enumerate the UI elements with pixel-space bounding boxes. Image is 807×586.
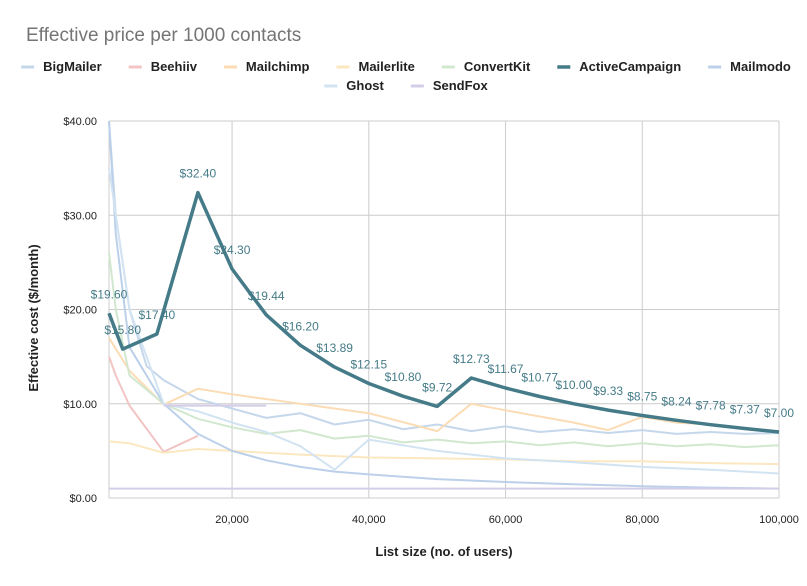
y-tick-label: $0.00 (69, 493, 97, 505)
data-label: $8.75 (627, 390, 657, 404)
y-tick-label: $20.00 (63, 305, 97, 317)
legend: BigMailer Beehiiv Mailchimp Mailerlite Conve… (21, 59, 791, 93)
chart-title: Effective price per 1000 contacts (26, 25, 301, 46)
data-label: $17.40 (139, 308, 176, 322)
data-label: $9.72 (422, 380, 452, 394)
data-label: $32.40 (180, 167, 217, 181)
x-axis-ticks: 20,000 40,000 60,000 80,000 100,000 (215, 514, 799, 526)
data-label: $15.80 (104, 323, 141, 337)
data-label: $8.24 (661, 394, 691, 408)
series-line-bigmailer (108, 120, 780, 435)
data-label: $11.67 (488, 362, 524, 376)
data-label: $12.15 (350, 357, 387, 371)
series-line-mailmodo (108, 120, 780, 490)
data-label: $10.80 (385, 370, 422, 384)
x-tick-label: 40,000 (352, 514, 386, 526)
x-tick-label: 20,000 (215, 514, 249, 526)
x-tick-label: 100,000 (759, 514, 799, 526)
legend-label: SendFox (433, 78, 489, 93)
x-axis-title: List size (no. of users) (375, 544, 512, 559)
series-lines (107, 120, 780, 490)
data-label: $12.73 (453, 352, 490, 366)
data-label: $7.78 (696, 399, 726, 413)
legend-label: Mailerlite (358, 59, 414, 74)
data-label: $19.60 (91, 287, 128, 301)
legend-label: Mailchimp (246, 59, 310, 74)
legend-label: ConvertKit (464, 59, 531, 74)
data-label: $7.00 (764, 406, 794, 420)
legend-label: ActiveCampaign (579, 59, 681, 74)
data-label: $9.33 (593, 384, 623, 398)
data-label: $7.37 (730, 403, 760, 417)
data-label: $10.00 (556, 378, 593, 392)
x-tick-label: 80,000 (625, 514, 659, 526)
legend-label: Mailmodo (730, 59, 791, 74)
y-tick-label: $40.00 (63, 116, 97, 128)
data-label: $16.20 (282, 319, 319, 333)
x-tick-label: 60,000 (489, 514, 523, 526)
y-axis-title: Effective cost ($/month) (26, 244, 41, 391)
grid (108, 120, 780, 499)
y-tick-label: $30.00 (63, 210, 97, 222)
series-line-beehiiv (108, 356, 199, 453)
data-label: $24.30 (214, 243, 251, 257)
legend-label: Beehiiv (151, 59, 198, 74)
data-label: $13.89 (316, 341, 353, 355)
data-label: $10.77 (521, 370, 558, 384)
y-axis-ticks: $0.00 $10.00 $20.00 $30.00 $40.00 (63, 116, 97, 505)
series-line-ghost (108, 167, 780, 475)
series-line-mailerlite (108, 440, 780, 466)
y-tick-label: $10.00 (63, 399, 97, 411)
series-line-activecampaign (107, 190, 780, 434)
data-labels: $19.60 $15.80$17.40 $32.40 $24.30 $19.44 $16.… (91, 167, 795, 420)
data-label: $19.44 (248, 289, 285, 303)
legend-label: Ghost (346, 78, 384, 93)
legend-label: BigMailer (43, 59, 102, 74)
series-line-convertkit (108, 252, 780, 449)
